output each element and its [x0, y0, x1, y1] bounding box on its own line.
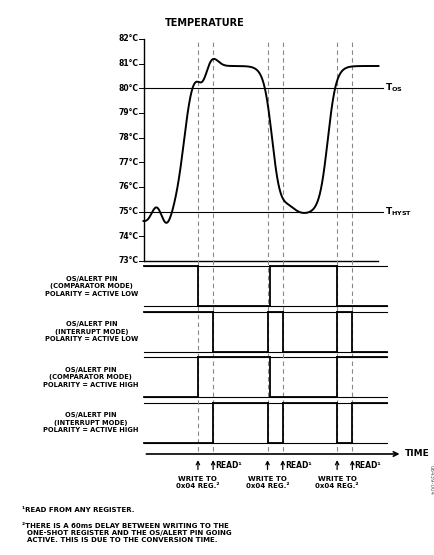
Text: 80°C: 80°C	[118, 84, 138, 93]
Text: READ¹: READ¹	[354, 461, 380, 470]
Text: TEMPERATURE: TEMPERATURE	[165, 18, 244, 28]
Text: T$_{\mathregular{HYST}}$: T$_{\mathregular{HYST}}$	[384, 205, 411, 218]
Text: 78°C: 78°C	[118, 133, 138, 142]
Text: 73°C: 73°C	[118, 256, 138, 265]
Text: 74°C: 74°C	[118, 231, 138, 241]
Text: READ¹: READ¹	[215, 461, 241, 470]
Text: 81°C: 81°C	[118, 59, 138, 68]
Text: 79°C: 79°C	[118, 108, 138, 117]
Text: TIME: TIME	[404, 450, 428, 458]
Text: OS/ALERT PIN
(COMPARATOR MODE)
POLARITY = ACTIVE LOW: OS/ALERT PIN (COMPARATOR MODE) POLARITY …	[45, 276, 138, 297]
Text: 77°C: 77°C	[118, 158, 138, 166]
Text: 82°C: 82°C	[118, 34, 138, 43]
Text: OS/ALERT PIN
(INTERRUPT MODE)
POLARITY = ACTIVE LOW: OS/ALERT PIN (INTERRUPT MODE) POLARITY =…	[45, 321, 138, 342]
Text: READ¹: READ¹	[284, 461, 311, 470]
Text: ²THERE IS A 60ms DELAY BETWEEN WRITING TO THE
  ONE-SHOT REGISTER AND THE OS/ALE: ²THERE IS A 60ms DELAY BETWEEN WRITING T…	[22, 523, 231, 543]
Text: WRITE TO
0x04 REG.²: WRITE TO 0x04 REG.²	[176, 476, 219, 488]
Text: ¹READ FROM ANY REGISTER.: ¹READ FROM ANY REGISTER.	[22, 507, 134, 513]
Text: 76°C: 76°C	[118, 183, 138, 191]
Text: T$_{\mathregular{OS}}$: T$_{\mathregular{OS}}$	[384, 82, 402, 94]
Text: OS/ALERT PIN
(COMPARATOR MODE)
POLARITY = ACTIVE HIGH: OS/ALERT PIN (COMPARATOR MODE) POLARITY …	[43, 367, 138, 388]
Text: WRITE TO
0x04 REG.²: WRITE TO 0x04 REG.²	[245, 476, 289, 488]
Text: WRITE TO
0x04 REG.²: WRITE TO 0x04 REG.²	[315, 476, 358, 488]
Text: 06439-004: 06439-004	[427, 465, 432, 495]
Text: OS/ALERT PIN
(INTERRUPT MODE)
POLARITY = ACTIVE HIGH: OS/ALERT PIN (INTERRUPT MODE) POLARITY =…	[43, 412, 138, 433]
Text: 75°C: 75°C	[118, 207, 138, 216]
